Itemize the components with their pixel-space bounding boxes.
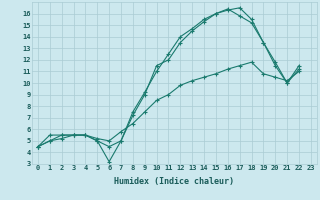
X-axis label: Humidex (Indice chaleur): Humidex (Indice chaleur) <box>115 177 234 186</box>
